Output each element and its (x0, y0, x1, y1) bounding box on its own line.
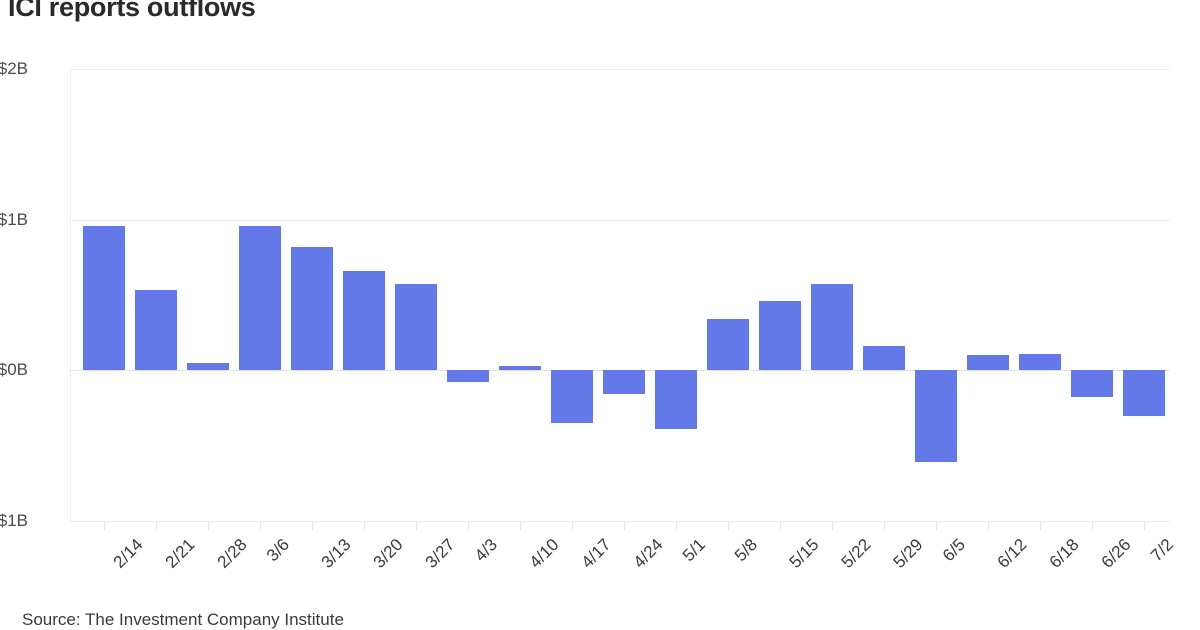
y-axis-tick-label: $1B (0, 209, 28, 229)
bar (551, 370, 593, 424)
x-axis-tick-label: 3/6 (262, 535, 294, 566)
x-axis-tick-mark (936, 521, 937, 530)
bar (707, 319, 749, 371)
x-axis-tick-mark (780, 521, 781, 530)
x-axis-tick-mark (416, 521, 417, 530)
bar (187, 362, 229, 371)
bar (603, 370, 645, 395)
bar (1071, 370, 1113, 398)
bar (447, 370, 489, 383)
y-axis-tick-label: -$1B (0, 511, 28, 530)
x-axis-tick-label: 6/26 (1097, 535, 1135, 572)
plot-area: $2B $1B $0B -$1B 2/14 2/21 2/28 3/6 3/13 3/20 3/2… (0, 59, 1177, 572)
x-axis-tick-mark (468, 521, 469, 530)
x-axis-tick-mark (208, 521, 209, 530)
x-axis-tick-mark (1092, 521, 1093, 530)
x-axis-tick-mark (676, 521, 677, 530)
page-title: ICI reports outflows (8, 0, 256, 22)
x-axis-tick-label: 3/13 (317, 535, 355, 572)
bar (239, 225, 281, 371)
y-axis-line (70, 69, 71, 521)
bar (135, 290, 177, 371)
y-axis-tick-label: $2B (0, 59, 28, 78)
x-axis-tick-label: 5/29 (889, 535, 927, 572)
bar (83, 225, 125, 371)
bar (655, 370, 697, 430)
x-axis-tick-label: 4/3 (470, 535, 502, 566)
x-axis-tick-label: 2/28 (213, 535, 251, 572)
bar (291, 246, 333, 371)
x-axis-tick-label: 5/8 (730, 535, 762, 566)
y-axis-tick-label: $0B (0, 360, 28, 380)
source-note: Source: The Investment Company Institute (22, 610, 344, 629)
x-axis-tick-label: 2/21 (161, 535, 199, 572)
bar (967, 355, 1009, 371)
x-axis-tick-mark (260, 521, 261, 530)
x-axis-tick-label: 2/14 (109, 535, 147, 572)
x-axis-tick-mark (728, 521, 729, 530)
x-axis-tick-mark (520, 521, 521, 530)
x-axis-tick-label: 6/12 (993, 535, 1031, 572)
x-axis-tick-label: 5/1 (678, 535, 710, 566)
x-axis-tick-mark (884, 521, 885, 530)
bar (915, 370, 957, 463)
x-axis-tick-label: 3/20 (369, 535, 407, 572)
x-axis-tick-mark (988, 521, 989, 530)
x-axis-tick-mark (832, 521, 833, 530)
bar (863, 346, 905, 371)
bar (1019, 353, 1061, 371)
x-axis-tick-mark (364, 521, 365, 530)
bar (395, 284, 437, 371)
bar (1123, 370, 1165, 416)
x-axis-tick-mark (1144, 521, 1145, 530)
x-axis-tick-label: 4/17 (577, 535, 615, 572)
x-axis-tick-mark (104, 521, 105, 530)
x-axis-tick-mark (1040, 521, 1041, 530)
x-axis-tick-label: 6/18 (1045, 535, 1083, 572)
x-axis-tick-mark (312, 521, 313, 530)
x-axis-tick-mark (624, 521, 625, 530)
x-axis-tick-label: 6/5 (938, 535, 970, 566)
bar (759, 301, 801, 371)
x-axis-tick-label: 5/22 (837, 535, 875, 572)
x-axis-tick-label: 7/2 (1146, 535, 1178, 566)
x-axis-tick-label: 5/15 (785, 535, 823, 572)
bar (343, 270, 385, 371)
gridline (70, 521, 1170, 522)
x-axis-tick-label: 4/10 (525, 535, 563, 572)
gridline (70, 219, 1170, 221)
gridline (70, 69, 1170, 70)
bar-series (70, 69, 1170, 521)
x-axis-tick-mark (156, 521, 157, 530)
bar (811, 284, 853, 371)
bar (499, 365, 541, 371)
x-axis-tick-label: 3/27 (421, 535, 459, 572)
x-axis-tick-mark (572, 521, 573, 530)
x-axis-tick-label: 4/24 (629, 535, 667, 572)
